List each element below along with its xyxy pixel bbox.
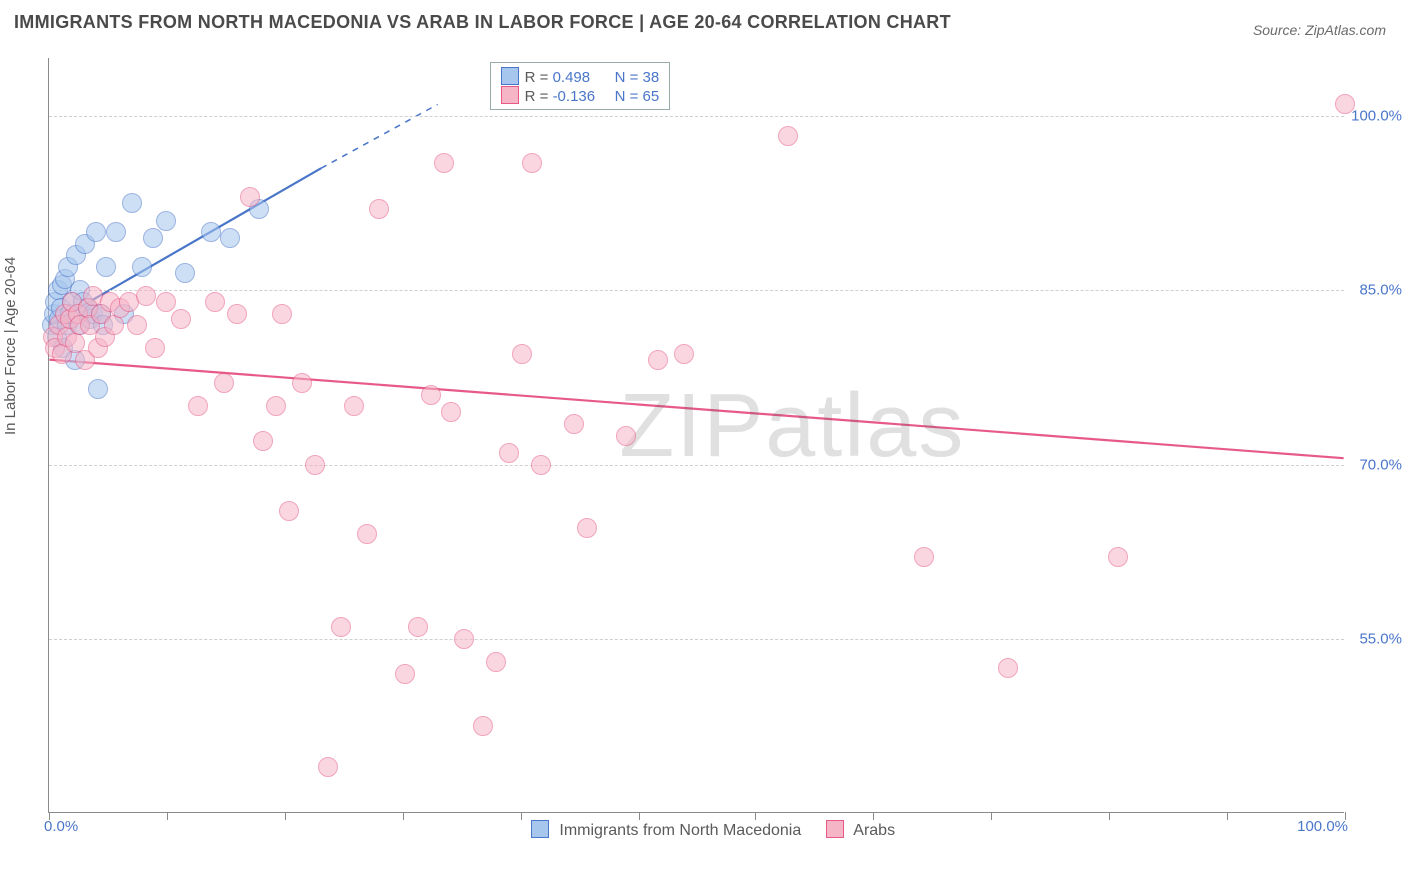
legend-swatch-arabs — [826, 820, 844, 838]
data-point-arabs — [344, 396, 364, 416]
data-point-arabs — [998, 658, 1018, 678]
data-point-arabs — [227, 304, 247, 324]
legend-label-arabs: Arabs — [853, 822, 895, 839]
data-point-arabs — [778, 126, 798, 146]
data-point-arabs — [486, 652, 506, 672]
data-point-north-macedonia — [201, 222, 221, 242]
trend-line-arabs — [49, 360, 1343, 459]
data-point-arabs — [577, 518, 597, 538]
corr-row-arabs: R = -0.136 N = 65 — [501, 86, 660, 105]
data-point-arabs — [616, 426, 636, 446]
data-point-arabs — [1335, 94, 1355, 114]
data-point-arabs — [369, 199, 389, 219]
data-point-arabs — [499, 443, 519, 463]
data-point-arabs — [914, 547, 934, 567]
n-value-arabs: N = 65 — [615, 88, 660, 105]
y-axis-label: In Labor Force | Age 20-64 — [2, 257, 19, 435]
corr-swatch-north-macedonia — [501, 67, 519, 85]
data-point-arabs — [331, 617, 351, 637]
r-prefix: R = — [525, 69, 553, 86]
data-point-north-macedonia — [88, 379, 108, 399]
data-point-arabs — [292, 373, 312, 393]
y-tick-label: 85.0% — [1359, 282, 1402, 299]
data-point-arabs — [564, 414, 584, 434]
data-point-north-macedonia — [143, 228, 163, 248]
gridline-y — [49, 290, 1344, 291]
trend-lines-svg — [49, 58, 1344, 812]
y-tick-label: 100.0% — [1351, 108, 1402, 125]
data-point-arabs — [253, 431, 273, 451]
data-point-north-macedonia — [156, 211, 176, 231]
data-point-arabs — [145, 338, 165, 358]
legend-swatch-north-macedonia — [531, 820, 549, 838]
data-point-arabs — [205, 292, 225, 312]
data-point-arabs — [512, 344, 532, 364]
data-point-arabs — [104, 315, 124, 335]
bottom-legend: Immigrants from North Macedonia Arabs — [0, 820, 1406, 840]
data-point-arabs — [272, 304, 292, 324]
gridline-y — [49, 465, 1344, 466]
data-point-arabs — [441, 402, 461, 422]
data-point-arabs — [266, 396, 286, 416]
y-tick-label: 70.0% — [1359, 456, 1402, 473]
data-point-arabs — [408, 617, 428, 637]
data-point-north-macedonia — [96, 257, 116, 277]
data-point-arabs — [395, 664, 415, 684]
data-point-north-macedonia — [106, 222, 126, 242]
data-point-arabs — [421, 385, 441, 405]
corr-swatch-arabs — [501, 86, 519, 104]
r-value-arabs: -0.136 — [553, 88, 607, 105]
data-point-arabs — [156, 292, 176, 312]
data-point-north-macedonia — [220, 228, 240, 248]
chart-title: IMMIGRANTS FROM NORTH MACEDONIA VS ARAB … — [14, 12, 951, 33]
data-point-north-macedonia — [86, 222, 106, 242]
data-point-north-macedonia — [175, 263, 195, 283]
corr-row-north-macedonia: R = 0.498 N = 38 — [501, 67, 660, 86]
data-point-arabs — [648, 350, 668, 370]
data-point-arabs — [171, 309, 191, 329]
watermark-text: ZIPatlas — [619, 375, 965, 478]
r-value-north-macedonia: 0.498 — [553, 69, 607, 86]
data-point-arabs — [318, 757, 338, 777]
data-point-arabs — [473, 716, 493, 736]
data-point-arabs — [188, 396, 208, 416]
data-point-north-macedonia — [122, 193, 142, 213]
data-point-arabs — [214, 373, 234, 393]
data-point-arabs — [357, 524, 377, 544]
data-point-arabs — [674, 344, 694, 364]
data-point-arabs — [1108, 547, 1128, 567]
scatter-plot-area: ZIPatlas R = 0.498 N = 38 R = -0.136 N = 65… — [48, 58, 1344, 813]
data-point-arabs — [454, 629, 474, 649]
source-label: Source: ZipAtlas.com — [1253, 22, 1386, 38]
correlation-legend-box: R = 0.498 N = 38 R = -0.136 N = 65 — [490, 62, 671, 110]
data-point-arabs — [240, 187, 260, 207]
legend-label-north-macedonia: Immigrants from North Macedonia — [559, 822, 801, 839]
data-point-arabs — [127, 315, 147, 335]
gridline-y — [49, 116, 1344, 117]
trend-line-dashed-north-macedonia — [321, 104, 437, 168]
data-point-arabs — [531, 455, 551, 475]
data-point-north-macedonia — [132, 257, 152, 277]
data-point-arabs — [305, 455, 325, 475]
data-point-arabs — [522, 153, 542, 173]
r-prefix: R = — [525, 88, 553, 105]
gridline-y — [49, 639, 1344, 640]
data-point-arabs — [136, 286, 156, 306]
y-tick-label: 55.0% — [1359, 630, 1402, 647]
data-point-arabs — [279, 501, 299, 521]
n-value-north-macedonia: N = 38 — [615, 69, 660, 86]
data-point-arabs — [434, 153, 454, 173]
